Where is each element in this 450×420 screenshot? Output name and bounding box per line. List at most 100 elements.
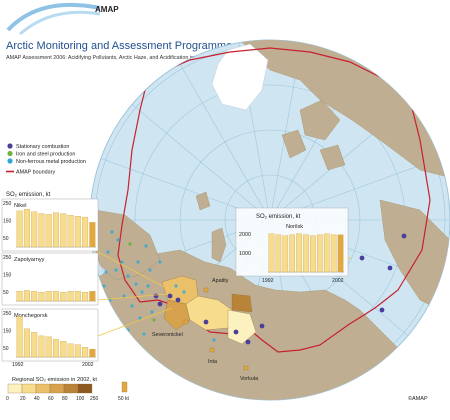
chart-y-tick: 150 [3,329,12,335]
place-labels: Apatity Severonickel Inta Vorkuta [152,278,258,382]
connector-monchegorsk [97,307,173,337]
emission-source-point [116,238,120,242]
emission-source-point [157,301,163,307]
chart-bar [45,336,52,358]
chart-y-tick: 250 [3,201,12,207]
meridian-line [131,104,271,221]
chart-bar [74,291,81,302]
place-label-severonickel: Severonickel [152,332,183,338]
meridian-line [179,63,271,221]
emission-source-point [174,284,178,288]
legend-label: Non-ferrous metal production [16,159,86,165]
connector-nikel [97,251,171,291]
chart-bar [31,291,38,302]
chart-bar [82,292,89,302]
emission-source-point [150,310,154,314]
chart-title: Nikel [14,203,26,209]
region-komi [227,309,257,345]
chart-y-tick: 150 [3,273,12,279]
amap-boundary-line [117,47,431,353]
chart-bar [60,341,67,358]
legend-swatch [7,150,13,157]
emission-source-point [401,233,407,239]
emission-source-point [136,260,140,264]
emission-source-point [153,293,159,299]
emission-source-point [130,304,134,308]
norilsk-bar [268,233,275,273]
emission-source-point [138,316,142,320]
scale-swatch [63,383,79,394]
chart-bar [74,344,81,358]
scale-swatch [35,383,51,394]
legend-label: Iron and steel production [16,152,75,158]
legend-swatch [7,143,13,149]
chart-bar [16,291,23,302]
chart-bar [45,291,52,302]
point-sources [98,230,407,345]
emission-source-point [134,282,138,286]
regional-emission-fill [161,275,257,345]
emission-source-point [233,329,239,335]
scale-tick: 80 [62,396,68,402]
norilsk-bar [310,235,316,273]
chart-bar [60,213,67,248]
norilsk-bar [317,234,323,273]
chart-y-tick: 250 [3,311,12,317]
canadian-archipelago-land [281,99,346,171]
map-legend: Stationary combustion Iron and steel prod… [6,143,86,176]
chart-bar [31,332,38,358]
emission-source-point [102,284,106,288]
norilsk-bar [275,234,282,273]
chart-y-tick: 50 [3,236,9,242]
emission-scale: Regional SO₂ emission in 2002, kt 0 20 40 60… [6,377,129,402]
chart-bar [67,343,74,358]
norilsk-x-label-end: 2002 [332,278,344,284]
chart-bar [23,328,30,358]
legend-label: Stationary combustion [16,144,69,150]
chart-bar [53,339,59,358]
page-title: Arctic Monitoring and Assessment Program… [6,40,233,52]
scale-tick: 60 [48,396,54,402]
chart-bar [53,212,59,248]
emission-source-point [379,307,385,313]
logo-wordmark: AMAP [95,5,119,14]
charts-heading: SO₂ emission, kt [6,192,51,198]
emission-source-point [182,290,186,294]
scale-swatch [21,383,37,394]
norilsk-y-tick: 2000 [239,232,251,238]
emission-source-point [106,250,110,254]
emission-source-point [142,332,146,336]
chart-bar [60,292,67,302]
emission-source-point [104,270,108,274]
norilsk-bar [323,233,330,273]
emission-source-point [146,284,150,288]
place-label-inta: Inta [208,359,217,365]
emission-source-point [259,323,265,329]
chart-x-label-end: 2002 [82,362,94,368]
norilsk-y-tick: 1000 [239,251,251,257]
place-marker [203,287,209,293]
place-label-apatity: Apatity [212,278,229,284]
emission-source-point [114,268,118,272]
emission-source-point [128,242,132,246]
norilsk-heading: SO₂ emission, kt [256,214,301,220]
emission-source-point [158,260,162,264]
emission-source-point [167,293,173,299]
svalbard-land [195,191,211,211]
chart-bar [74,216,81,248]
scale-tick: 0 [6,396,9,402]
chart-bar [89,222,96,248]
scale-bar-label: 50 kt [118,396,129,402]
scale-tick: 20 [20,396,26,402]
norilsk-bar [337,234,344,273]
chart-bar [53,291,59,302]
emission-source-point [120,260,124,264]
place-marker [209,347,215,353]
emission-source-point [148,268,152,272]
chart-bar [31,211,38,248]
norilsk-bar [303,234,309,273]
chart-bar [38,213,45,248]
